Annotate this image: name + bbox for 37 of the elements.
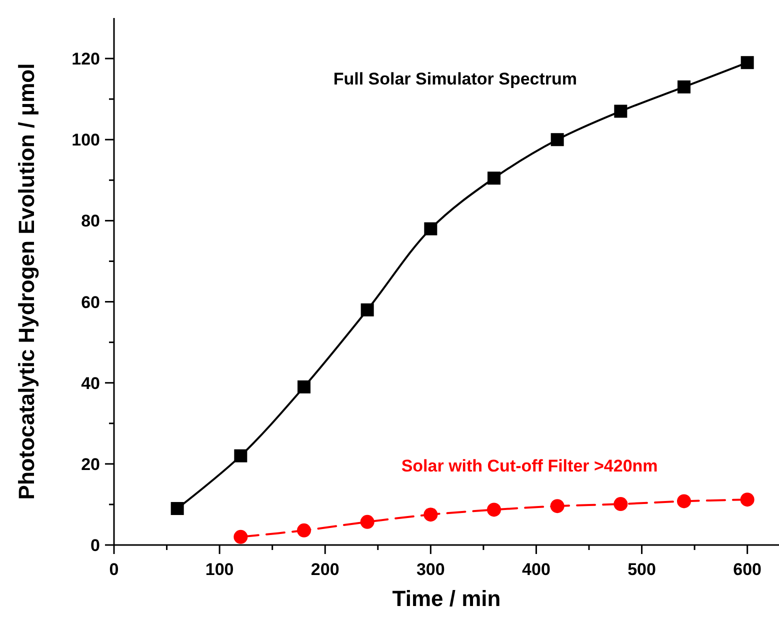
- x-tick-label: 0: [109, 560, 119, 579]
- point: [487, 502, 501, 517]
- y-tick-label: 100: [72, 130, 100, 150]
- y-tick-label: 120: [72, 50, 100, 69]
- point: [297, 523, 311, 538]
- y-tick-label: 20: [81, 454, 100, 474]
- point: [360, 303, 374, 316]
- point: [740, 492, 754, 507]
- point: [424, 508, 438, 522]
- point: [677, 494, 691, 508]
- point: [614, 104, 628, 118]
- point: [550, 133, 564, 146]
- x-tick-label: 400: [522, 560, 550, 579]
- x-tick-label: 600: [733, 560, 762, 579]
- point: [360, 514, 374, 529]
- text: Full Solar Simulator Spectrum: [333, 70, 578, 89]
- point: [740, 56, 754, 70]
- x-tick-label: 300: [416, 560, 445, 579]
- point: [614, 497, 628, 512]
- y-tick-label: 80: [81, 212, 100, 231]
- y-axis-title: Photocatalytic Hydrogen Evolution / μmol: [14, 63, 39, 500]
- point: [298, 380, 310, 394]
- point: [488, 172, 500, 185]
- point: [550, 499, 564, 514]
- y-tick-label: 60: [81, 292, 100, 312]
- series-label: Solar with Cut-off Filter >420nm: [401, 456, 658, 476]
- point: [234, 530, 248, 544]
- x-axis-title: Time / min: [392, 586, 501, 611]
- point: [678, 80, 690, 94]
- x-tick-label: 100: [205, 560, 234, 579]
- x-tick-label: 200: [310, 560, 340, 579]
- x-tick-label: 500: [628, 560, 656, 579]
- point: [424, 222, 438, 236]
- point: [170, 502, 184, 516]
- point: [234, 449, 248, 462]
- y-tick-label: 0: [90, 536, 100, 555]
- y-tick-label: 40: [81, 374, 100, 393]
